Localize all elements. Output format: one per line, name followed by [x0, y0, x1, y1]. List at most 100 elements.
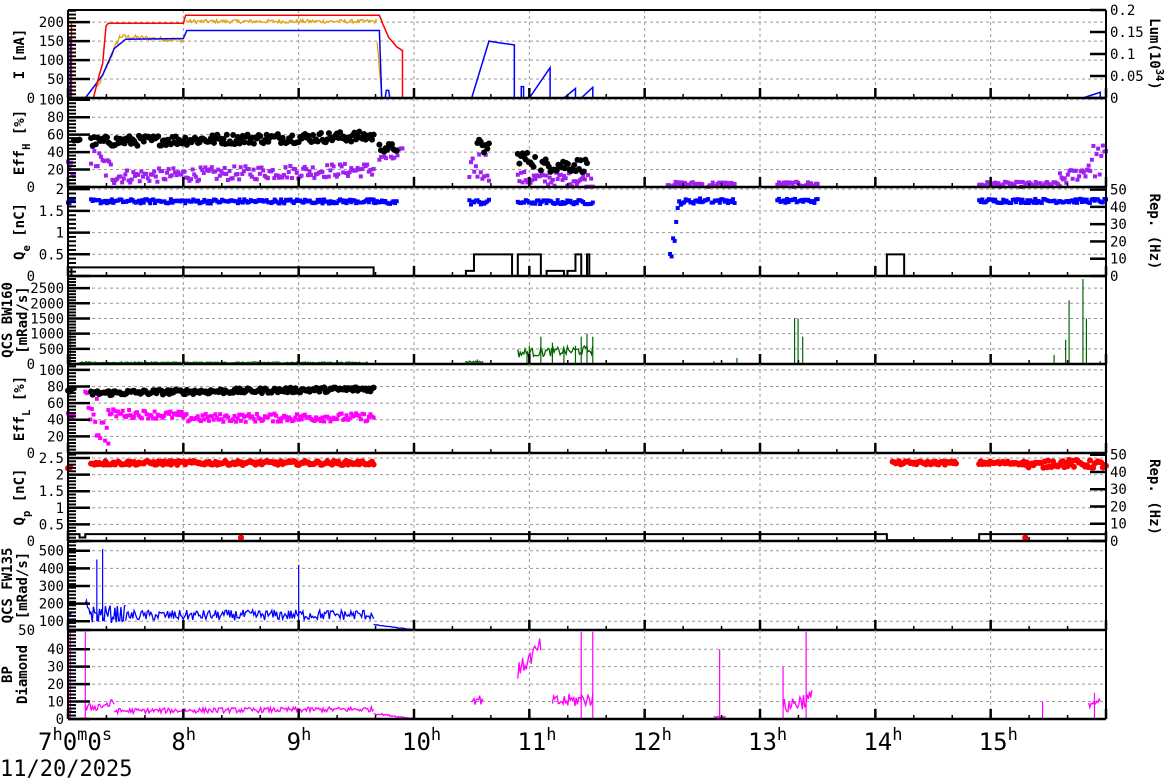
data-point: [336, 172, 341, 177]
series-line: [68, 14, 1106, 99]
data-point: [114, 414, 119, 419]
data-point: [1052, 198, 1057, 203]
data-point: [724, 180, 729, 185]
data-point: [1097, 172, 1102, 177]
data-point: [221, 171, 226, 176]
data-point: [1092, 174, 1097, 179]
data-point: [325, 163, 330, 168]
data-point: [237, 412, 242, 417]
data-point: [309, 172, 314, 177]
x-tick-label: 12h: [633, 725, 672, 756]
y-axis-label: EffH [%]: [12, 110, 33, 175]
data-point: [1006, 180, 1011, 185]
data-point: [140, 138, 147, 145]
data-point: [342, 161, 347, 166]
data-point: [139, 416, 144, 421]
series-noise-trace: [185, 17, 378, 25]
data-point: [366, 200, 371, 205]
data-point: [326, 416, 331, 421]
y-tick-label: 80: [47, 379, 64, 395]
data-point: [786, 199, 791, 204]
data-point: [155, 179, 160, 184]
data-point: [307, 169, 312, 174]
data-point: [467, 174, 472, 179]
data-point: [299, 173, 304, 178]
series-line: [68, 253, 1106, 277]
data-point: [530, 178, 535, 183]
data-point: [1001, 182, 1006, 187]
data-point: [538, 174, 543, 179]
data-point: [168, 197, 173, 202]
data-point: [112, 180, 117, 185]
data-point: [574, 183, 579, 188]
data-point: [150, 172, 155, 177]
data-point: [322, 197, 327, 202]
data-point: [467, 198, 472, 203]
y-tick-label: 0: [27, 269, 35, 285]
data-point: [131, 170, 136, 175]
data-point: [1009, 200, 1014, 205]
data-point: [282, 201, 287, 206]
data-point: [283, 165, 288, 170]
data-point: [371, 166, 376, 171]
data-point: [698, 196, 703, 201]
data-point: [105, 201, 110, 206]
data-point: [236, 140, 243, 147]
data-point: [400, 146, 405, 151]
data-point: [1071, 200, 1076, 205]
data-point: [486, 197, 491, 202]
data-point: [392, 155, 397, 160]
data-point: [91, 412, 96, 417]
data-point: [468, 160, 473, 165]
right-axis-label: Lum(1034): [1146, 18, 1165, 90]
data-point: [568, 182, 573, 187]
data-point: [210, 414, 215, 419]
series-noise-trace: [84, 597, 92, 616]
series-noise-trace: [517, 638, 542, 679]
data-point: [783, 200, 788, 205]
label-run: [nC]: [12, 469, 28, 511]
data-point: [1086, 457, 1093, 464]
data-point: [128, 413, 133, 418]
data-point: [230, 176, 235, 181]
data-point: [789, 181, 794, 186]
data-point: [729, 200, 734, 205]
data-point: [717, 200, 722, 205]
data-point: [676, 180, 681, 185]
data-point: [189, 177, 194, 182]
data-point: [216, 167, 221, 172]
data-point: [151, 416, 156, 421]
tick-number: 0: [87, 728, 101, 756]
data-point: [149, 413, 154, 418]
data-point: [124, 168, 129, 173]
data-point: [179, 172, 184, 177]
data-point: [1039, 200, 1044, 205]
data-point: [280, 175, 285, 180]
y-tick-label: 100: [39, 93, 64, 109]
data-point: [317, 130, 324, 137]
tick-unit: h: [431, 725, 441, 745]
data-point: [293, 167, 298, 172]
y-tick-label: 0: [27, 180, 35, 196]
data-point: [362, 412, 367, 417]
data-point: [1073, 197, 1078, 202]
data-point: [1081, 170, 1086, 175]
data-point: [326, 174, 331, 179]
data-point: [318, 197, 323, 202]
data-point: [547, 175, 552, 180]
data-point: [237, 177, 242, 182]
data-point: [1079, 199, 1084, 204]
data-point: [341, 170, 346, 175]
data-point: [271, 199, 276, 204]
data-point: [480, 176, 485, 181]
y-tick-label: 2500: [30, 281, 64, 297]
data-point: [232, 413, 237, 418]
data-point: [309, 132, 316, 139]
data-point: [320, 201, 325, 206]
data-point: [283, 414, 288, 419]
data-point: [209, 165, 214, 170]
data-point: [189, 199, 194, 204]
data-point: [259, 165, 264, 170]
data-point: [678, 182, 683, 187]
